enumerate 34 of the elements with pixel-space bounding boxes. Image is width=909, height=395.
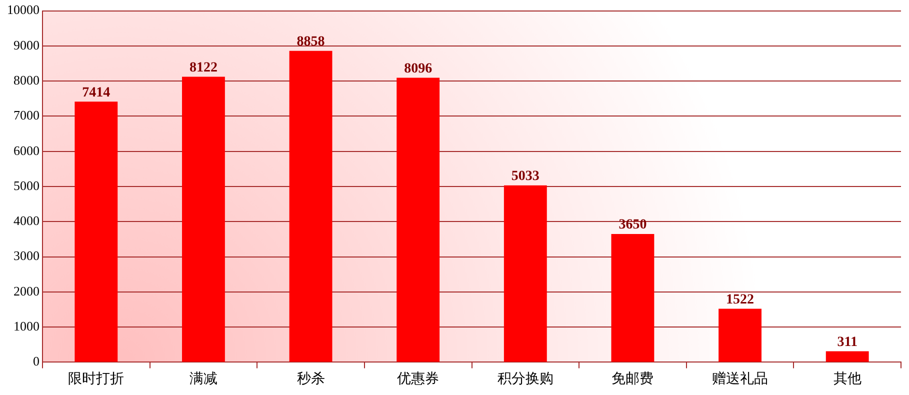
x-tick-label: 免邮费 — [612, 371, 654, 388]
y-tick-label: 9000 — [14, 37, 40, 52]
x-tick-label: 满减 — [189, 371, 218, 388]
x-tick-label: 优惠券 — [397, 371, 440, 388]
bar — [504, 185, 547, 362]
data-label: 311 — [837, 334, 858, 350]
y-tick-label: 2000 — [14, 283, 40, 298]
y-tick-label: 10000 — [7, 2, 40, 18]
bar — [396, 78, 440, 362]
data-label: 1522 — [726, 292, 754, 308]
y-tick-label: 4000 — [14, 213, 40, 228]
y-tick-label: 6000 — [14, 142, 40, 158]
x-tick-label: 赠送礼品 — [712, 371, 768, 388]
bar — [826, 351, 869, 362]
x-tick-label: 其他 — [833, 371, 862, 388]
data-label: 8096 — [404, 61, 432, 76]
bar — [718, 308, 762, 362]
data-label: 8122 — [189, 60, 218, 76]
y-tick-label: 3000 — [14, 248, 40, 264]
bar — [289, 50, 332, 362]
data-label: 3650 — [618, 218, 647, 233]
y-tick-label: 8000 — [14, 72, 40, 88]
y-tick-label: 1000 — [14, 318, 40, 334]
bar — [611, 234, 654, 362]
y-tick-label: 0 — [33, 354, 40, 369]
x-tick-label: 限时打折 — [68, 371, 124, 388]
bar — [74, 102, 118, 362]
bar — [182, 76, 225, 362]
y-tick-label: 7000 — [14, 108, 40, 123]
data-label: 5033 — [511, 168, 540, 184]
x-tick-label: 秒杀 — [296, 371, 325, 388]
y-tick-label: 5000 — [14, 178, 40, 193]
x-tick-label: 积分换购 — [497, 371, 554, 388]
data-label: 7414 — [82, 85, 110, 100]
